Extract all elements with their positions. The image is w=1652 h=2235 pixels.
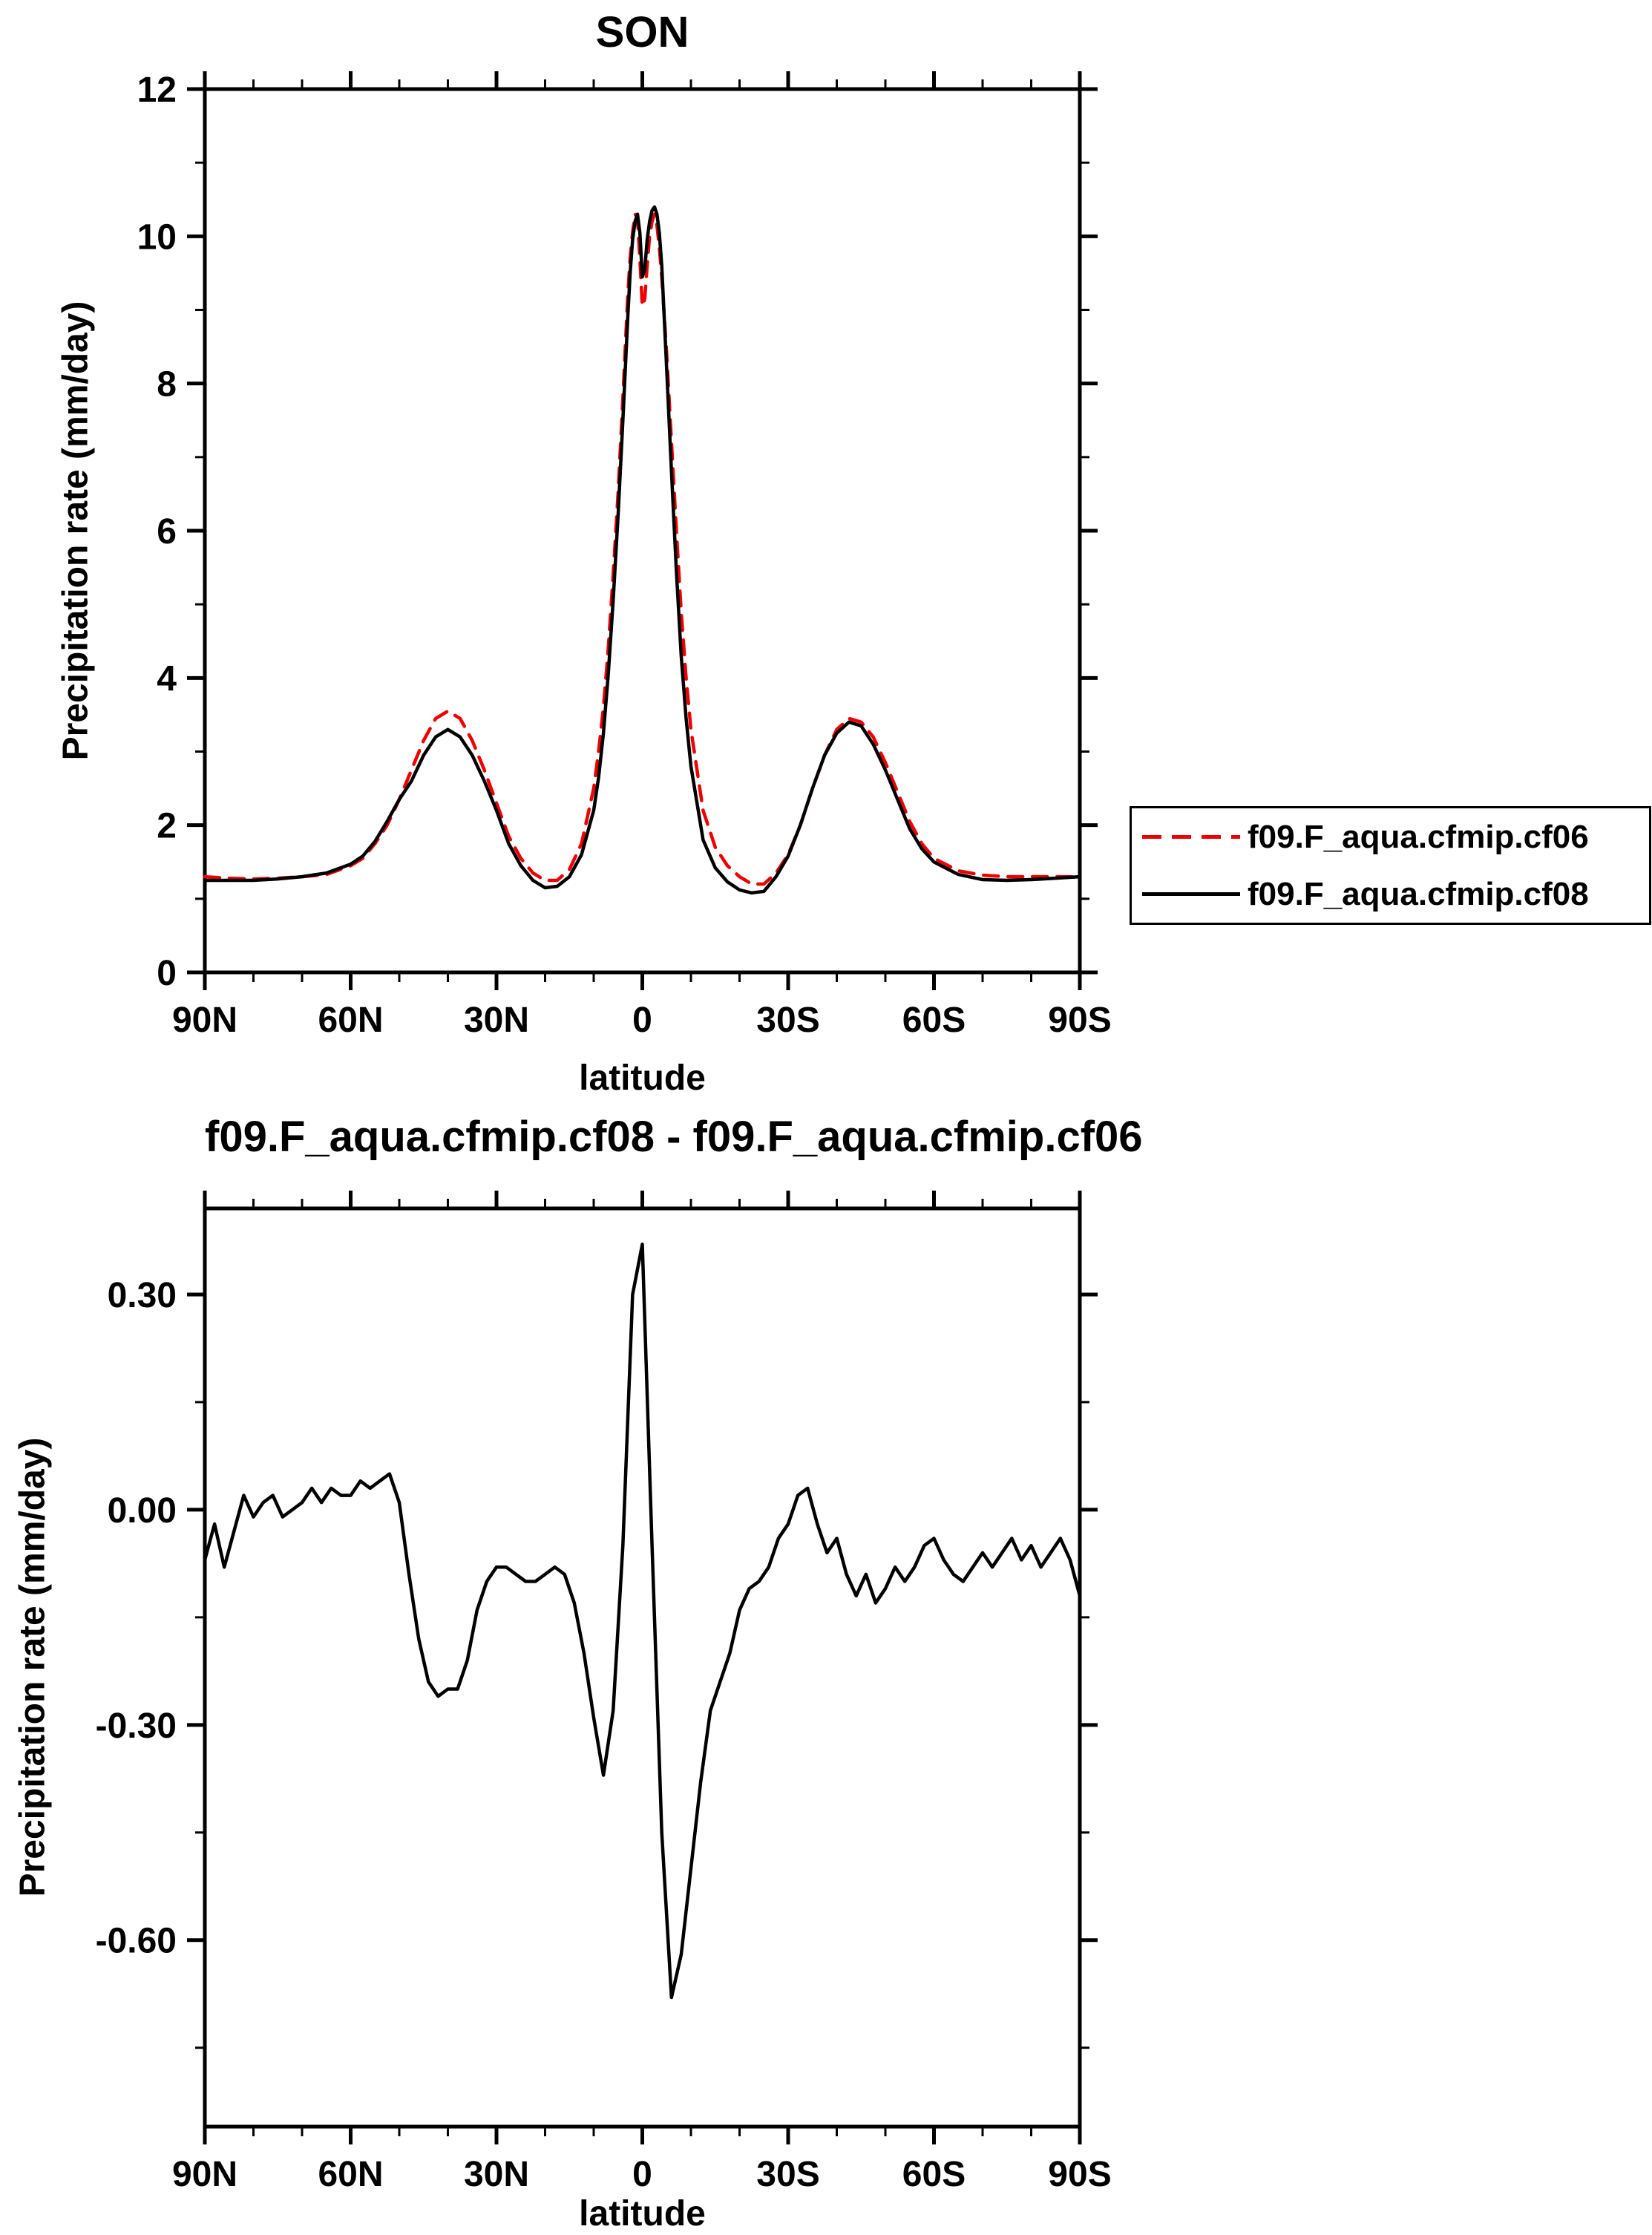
series-line-f09-f-aqua-cfmip-cf08: [203, 205, 1082, 895]
svg-text:6: 6: [157, 512, 177, 552]
svg-text:30N: 30N: [464, 1001, 529, 1040]
svg-text:60N: 60N: [318, 2155, 383, 2194]
chart-legend: f09.F_aqua.cfmip.cf06 f09.F_aqua.cfmip.c…: [1130, 806, 1651, 925]
svg-text:2: 2: [157, 807, 177, 846]
svg-text:90N: 90N: [172, 2155, 237, 2194]
series-line-cf08-minus-cf06-difference: [203, 1243, 1082, 2000]
svg-text:0: 0: [632, 2155, 652, 2194]
svg-text:30S: 30S: [756, 1001, 819, 1040]
svg-text:10: 10: [137, 217, 177, 257]
top-chart-ylabel: Precipitation rate (mm/day): [56, 301, 96, 761]
svg-text:30N: 30N: [464, 2155, 529, 2194]
black-solid-line-sample: [1142, 892, 1240, 896]
bottom-chart-xlabel: latitude: [579, 2194, 706, 2234]
svg-text:4: 4: [157, 659, 177, 698]
svg-text:0: 0: [157, 954, 177, 993]
svg-text:90S: 90S: [1048, 1001, 1111, 1040]
legend-entry-cf06: f09.F_aqua.cfmip.cf06: [1132, 808, 1649, 865]
series-line-f09-f-aqua-cfmip-cf06: [203, 212, 1082, 886]
svg-text:12: 12: [137, 71, 177, 110]
bottom-chart-ylabel: Precipitation rate (mm/day): [13, 1437, 53, 1897]
svg-text:0: 0: [632, 1001, 652, 1040]
chart-panel-1: 90N 60N 30N 0 30S 60S 90S 0.30 0.00 -0.30 -0.60: [96, 1191, 1112, 2194]
svg-text:-0.30: -0.30: [96, 1706, 177, 1746]
legend-entry-cf08: f09.F_aqua.cfmip.cf08: [1132, 865, 1649, 923]
top-chart-xlabel: latitude: [579, 1058, 706, 1098]
svg-text:90S: 90S: [1048, 2155, 1111, 2194]
svg-text:8: 8: [157, 365, 177, 405]
svg-text:30S: 30S: [756, 2155, 819, 2194]
legend-label-cf06: f09.F_aqua.cfmip.cf06: [1248, 818, 1589, 855]
top-chart-title: SON: [595, 8, 689, 56]
svg-text:0.00: 0.00: [108, 1491, 177, 1531]
svg-text:90N: 90N: [172, 1001, 237, 1040]
svg-text:60S: 60S: [902, 2155, 966, 2194]
chart-panel-0: 90N 60N 30N 0 30S 60S 90S 0 2 4 6 8 10 12: [137, 71, 1112, 1040]
svg-text:60N: 60N: [318, 1001, 383, 1040]
svg-text:60S: 60S: [902, 1001, 966, 1040]
svg-text:-0.60: -0.60: [96, 1922, 177, 1961]
legend-label-cf08: f09.F_aqua.cfmip.cf08: [1248, 875, 1589, 912]
svg-text:0.30: 0.30: [108, 1276, 177, 1315]
red-dashed-line-sample: [1142, 835, 1240, 839]
bottom-chart-title: f09.F_aqua.cfmip.cf08 - f09.F_aqua.cfmip…: [205, 1113, 1143, 1161]
